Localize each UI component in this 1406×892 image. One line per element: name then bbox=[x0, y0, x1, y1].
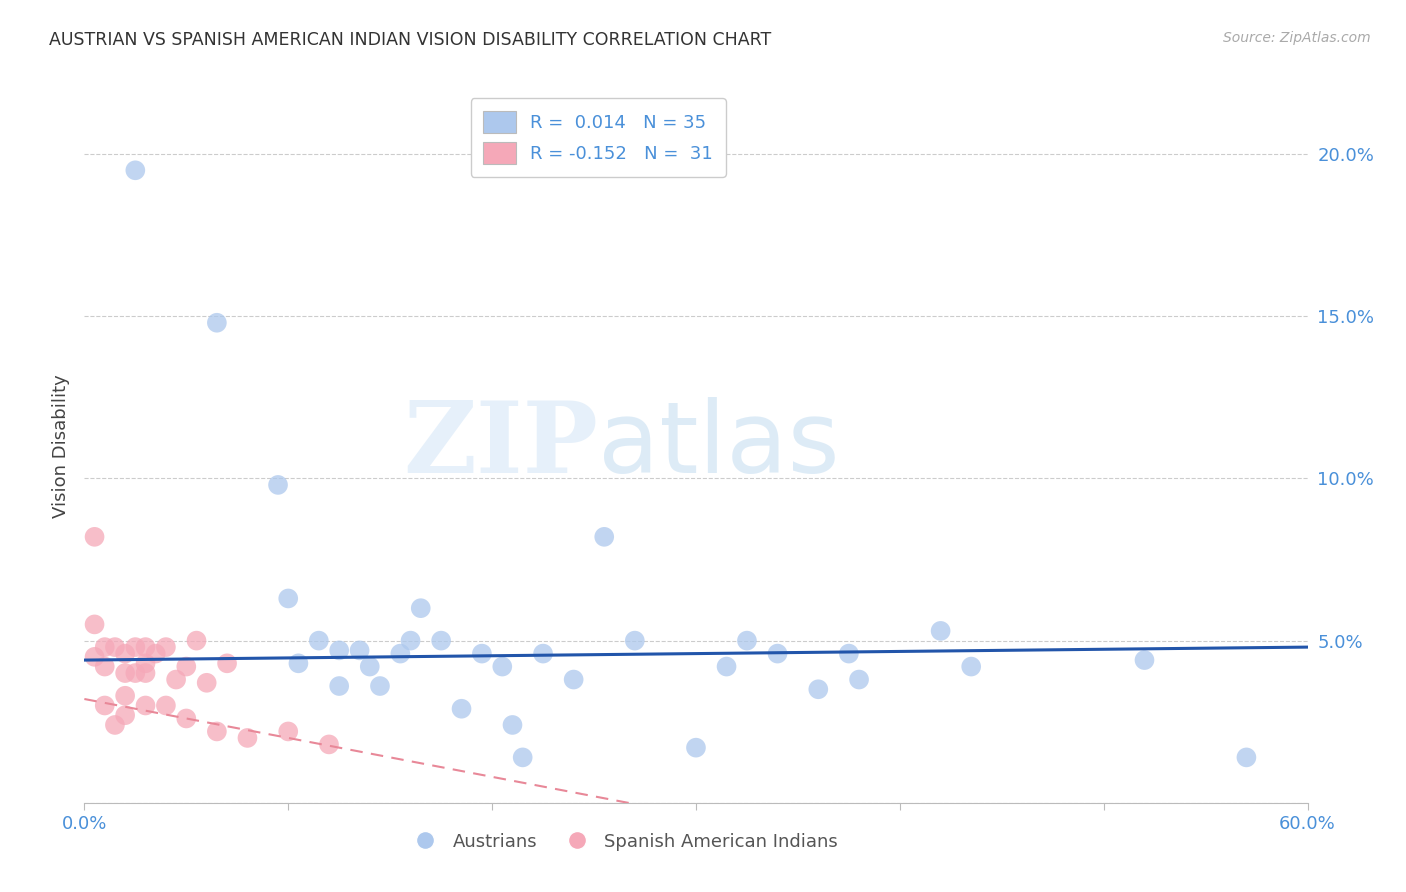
Point bbox=[328, 679, 350, 693]
Point bbox=[491, 659, 513, 673]
Point bbox=[838, 647, 860, 661]
Point bbox=[807, 682, 830, 697]
Point bbox=[531, 647, 554, 661]
Point bbox=[502, 718, 524, 732]
Point bbox=[174, 659, 197, 673]
Point bbox=[104, 640, 127, 654]
Point bbox=[93, 659, 115, 673]
Point bbox=[114, 689, 136, 703]
Point bbox=[124, 666, 146, 681]
Point bbox=[155, 698, 177, 713]
Point bbox=[205, 316, 228, 330]
Point bbox=[308, 633, 330, 648]
Point bbox=[512, 750, 534, 764]
Point bbox=[83, 617, 105, 632]
Point bbox=[217, 657, 239, 671]
Point bbox=[318, 738, 340, 752]
Point bbox=[135, 657, 157, 671]
Point bbox=[135, 698, 157, 713]
Legend: Austrians, Spanish American Indians: Austrians, Spanish American Indians bbox=[401, 826, 845, 858]
Point bbox=[389, 647, 412, 661]
Point bbox=[848, 673, 870, 687]
Point bbox=[960, 659, 983, 673]
Point bbox=[114, 708, 136, 723]
Point bbox=[624, 633, 647, 648]
Y-axis label: Vision Disability: Vision Disability bbox=[52, 374, 70, 518]
Point bbox=[430, 633, 453, 648]
Point bbox=[471, 647, 494, 661]
Point bbox=[368, 679, 391, 693]
Point bbox=[277, 724, 299, 739]
Point bbox=[135, 666, 157, 681]
Point bbox=[716, 659, 738, 673]
Point bbox=[267, 478, 290, 492]
Point bbox=[409, 601, 432, 615]
Point bbox=[277, 591, 299, 606]
Point bbox=[349, 643, 371, 657]
Point bbox=[104, 718, 127, 732]
Point bbox=[145, 647, 167, 661]
Point bbox=[93, 640, 115, 654]
Point bbox=[135, 640, 157, 654]
Point bbox=[205, 724, 228, 739]
Point bbox=[124, 640, 146, 654]
Point bbox=[155, 640, 177, 654]
Point bbox=[562, 673, 585, 687]
Point bbox=[174, 711, 197, 725]
Point bbox=[1236, 750, 1258, 764]
Point bbox=[685, 740, 707, 755]
Point bbox=[114, 666, 136, 681]
Point bbox=[1133, 653, 1156, 667]
Text: AUSTRIAN VS SPANISH AMERICAN INDIAN VISION DISABILITY CORRELATION CHART: AUSTRIAN VS SPANISH AMERICAN INDIAN VISI… bbox=[49, 31, 772, 49]
Point bbox=[287, 657, 309, 671]
Point bbox=[124, 163, 146, 178]
Point bbox=[929, 624, 952, 638]
Point bbox=[328, 643, 350, 657]
Text: Source: ZipAtlas.com: Source: ZipAtlas.com bbox=[1223, 31, 1371, 45]
Point bbox=[735, 633, 758, 648]
Point bbox=[114, 647, 136, 661]
Point bbox=[236, 731, 259, 745]
Point bbox=[450, 702, 472, 716]
Point bbox=[83, 530, 105, 544]
Point bbox=[165, 673, 187, 687]
Point bbox=[83, 649, 105, 664]
Text: atlas: atlas bbox=[598, 398, 839, 494]
Point bbox=[186, 633, 208, 648]
Point bbox=[359, 659, 381, 673]
Point bbox=[766, 647, 789, 661]
Point bbox=[93, 698, 115, 713]
Point bbox=[593, 530, 616, 544]
Point bbox=[399, 633, 422, 648]
Text: ZIP: ZIP bbox=[404, 398, 598, 494]
Point bbox=[195, 675, 218, 690]
